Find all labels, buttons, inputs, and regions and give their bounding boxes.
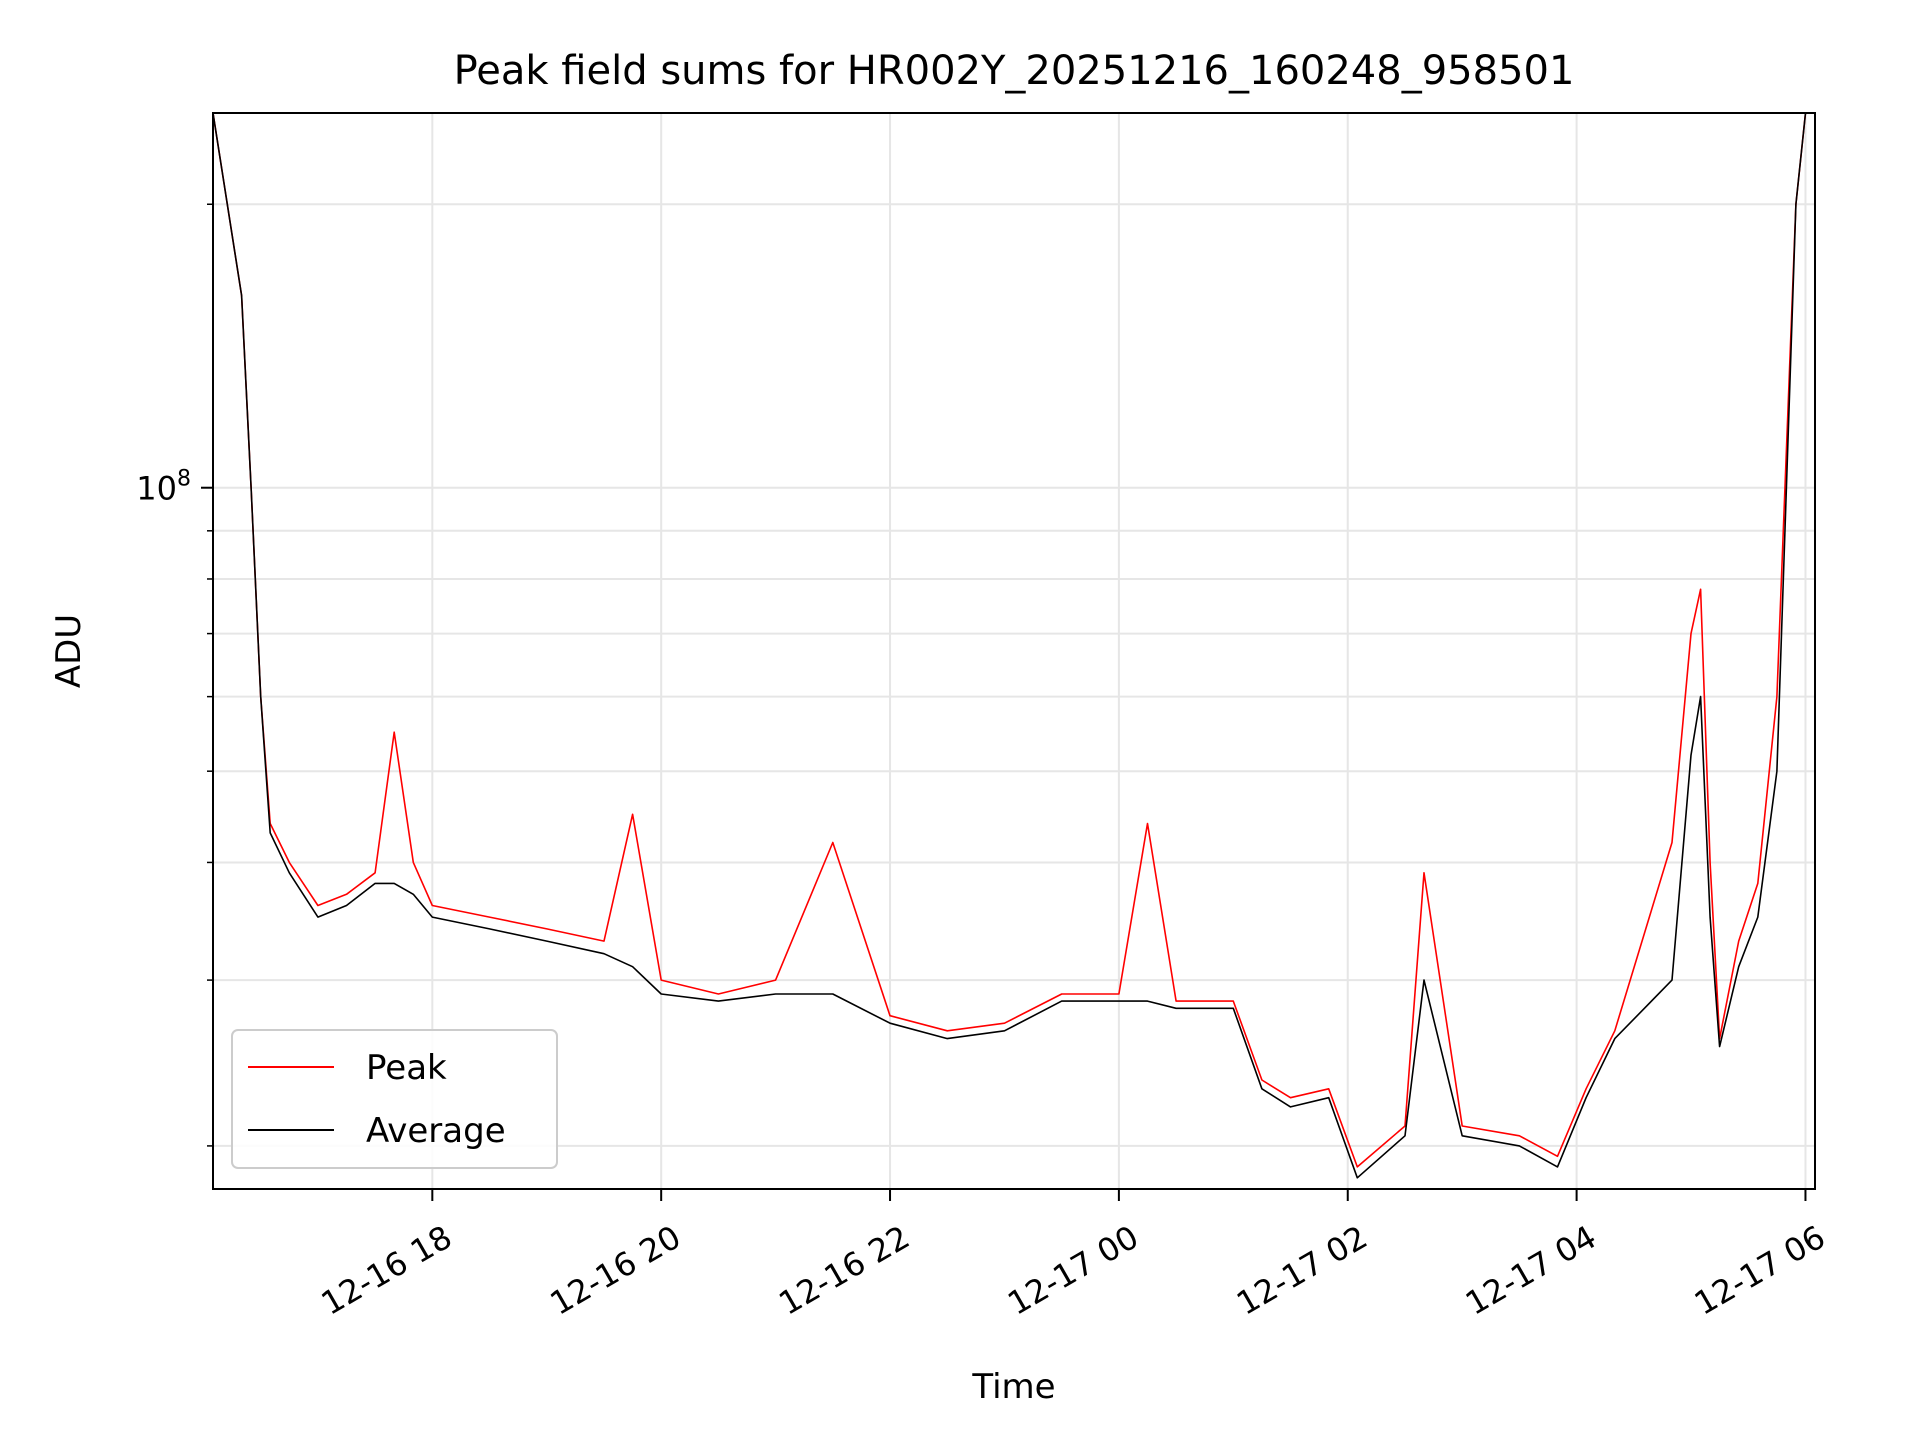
legend-label-peak: Peak	[366, 1048, 447, 1088]
y-tick-label: 108	[136, 467, 191, 508]
x-tick-label: 12-17 02	[1230, 1218, 1374, 1323]
x-axis: 12-16 18 12-16 20 12-16 22 12-17 00 12-17 02…	[315, 1189, 1832, 1323]
legend-box	[231, 1029, 558, 1169]
series-line-average	[212, 112, 1807, 1179]
x-tick-label: 12-16 22	[772, 1218, 916, 1323]
x-tick-label: 12-17 00	[1001, 1218, 1145, 1323]
grid	[213, 113, 1815, 1189]
x-tick-label: 12-17 06	[1688, 1218, 1832, 1323]
series-layer	[212, 112, 1807, 1179]
x-tick-label: 12-16 18	[315, 1218, 459, 1323]
plot-frame	[212, 112, 1816, 1190]
x-tick-label: 12-16 20	[544, 1218, 688, 1323]
legend: Peak Average	[231, 1029, 558, 1169]
y-axis: 108	[136, 203, 213, 1147]
series-line-peak	[212, 112, 1807, 1168]
legend-label-average: Average	[366, 1111, 506, 1151]
y-axis-label: ADU	[49, 614, 89, 688]
x-axis-label: Time	[971, 1367, 1055, 1407]
x-tick-label: 12-17 04	[1459, 1218, 1603, 1323]
chart-title: Peak field sums for HR002Y_20251216_1602…	[454, 48, 1575, 94]
